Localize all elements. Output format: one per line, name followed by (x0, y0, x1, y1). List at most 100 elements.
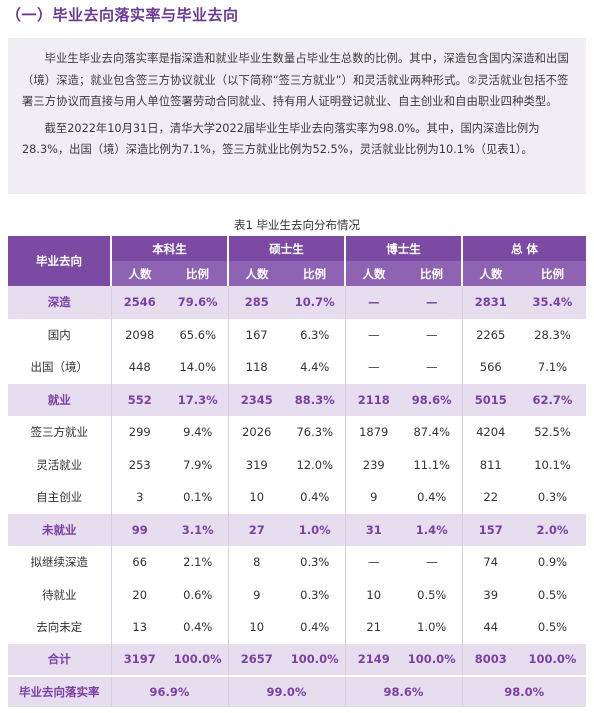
count-cell: 10 (227, 481, 285, 514)
ratio-cell: 4.4% (285, 351, 345, 384)
count-cell: 3197 (110, 643, 168, 676)
ratio-cell: 2.1% (168, 546, 228, 579)
count-cell: 9 (227, 578, 285, 611)
ratio-cell: 0.5% (519, 578, 587, 611)
ratio-cell: 0.3% (519, 481, 587, 514)
ratio-cell: 7.1% (519, 351, 587, 384)
ratio-cell: 11.1% (402, 448, 462, 481)
section-heading: （一）毕业去向落实率与毕业去向 (6, 6, 239, 24)
count-cell: — (344, 318, 402, 351)
sub-header-ratio: 比例 (519, 261, 587, 286)
ratio-cell: 76.3% (285, 416, 345, 449)
category-row: 深造 2546 79.6% 285 10.7% — —2831 35.4% (8, 286, 587, 319)
count-cell: 27 (227, 513, 285, 546)
count-cell: 566 (461, 351, 519, 384)
ratio-cell: 17.3% (168, 383, 228, 416)
table-row: 去向未定 13 0.4% 10 0.4% 21 1.0% 44 0.5% (8, 611, 587, 644)
ratio-cell: 3.1% (168, 513, 228, 546)
ratio-cell: 100.0% (519, 643, 587, 676)
sub-header-ratio: 比例 (285, 261, 345, 286)
ratio-cell: 87.4% (402, 416, 462, 449)
ratio-cell: 0.5% (402, 578, 462, 611)
sub-header-ratio: 比例 (168, 261, 228, 286)
ratio-cell: 1.4% (402, 513, 462, 546)
ratio-cell: 35.4% (519, 286, 587, 319)
table-row: 待就业 20 0.6% 9 0.3% 10 0.5% 39 0.5% (8, 578, 587, 611)
count-cell: 118 (227, 351, 285, 384)
count-cell: 39 (461, 578, 519, 611)
ratio-cell: — (402, 546, 462, 579)
count-cell: 21 (344, 611, 402, 644)
ratio-cell: 12.0% (285, 448, 345, 481)
ratio-cell: 10.7% (285, 286, 345, 319)
count-cell: 66 (110, 546, 168, 579)
count-cell: 552 (110, 383, 168, 416)
count-cell: 8 (227, 546, 285, 579)
count-cell: 99 (110, 513, 168, 546)
count-cell: 253 (110, 448, 168, 481)
ratio-cell: — (402, 351, 462, 384)
row-label: 深造 (8, 286, 111, 319)
count-cell: 1879 (344, 416, 402, 449)
sub-header-count: 人数 (344, 261, 402, 286)
ratio-cell: 0.4% (402, 481, 462, 514)
ratio-cell: 14.0% (168, 351, 228, 384)
count-cell: 3 (110, 481, 168, 514)
row-label: 未就业 (8, 513, 111, 546)
table-row: 签三方就业 299 9.4% 2026 76.3% 1879 87.4% 4204 52.5% (8, 416, 587, 449)
completion-rate-label: 毕业去向落实率 (8, 675, 111, 707)
count-cell: 2831 (461, 286, 519, 319)
ratio-cell: — (402, 286, 462, 319)
ratio-cell: 0.3% (285, 546, 345, 579)
ratio-cell: 0.5% (519, 611, 587, 644)
ratio-cell: 52.5% (519, 416, 587, 449)
count-cell: 448 (110, 351, 168, 384)
count-cell: 2098 (110, 318, 168, 351)
count-cell: 319 (227, 448, 285, 481)
intro-paragraph-definition: 毕业生毕业去向落实率是指深造和就业毕业生数量占毕业生总数的比例。其中，深造包含国… (22, 52, 569, 108)
row-label: 就业 (8, 383, 111, 416)
count-cell: 9 (344, 481, 402, 514)
category-row: 就业 552 17.3% 2345 88.3% 2118 98.6% 5015 62.7% (8, 383, 587, 416)
count-cell: — (344, 286, 402, 319)
ratio-cell: 6.3% (285, 318, 345, 351)
count-cell: 44 (461, 611, 519, 644)
ratio-cell: 79.6% (168, 286, 228, 319)
ratio-cell: 98.6% (402, 383, 462, 416)
count-cell: 2149 (344, 643, 402, 676)
count-cell: 10 (344, 578, 402, 611)
table-row: 出国（境） 448 14.0% 118 4.4% — —566 7.1% (8, 351, 587, 384)
row-label: 待就业 (8, 578, 111, 611)
row-label: 灵活就业 (8, 448, 111, 481)
group-header-overall: 总 体 (460, 236, 587, 261)
count-cell: 8003 (461, 643, 519, 676)
category-row: 未就业 99 3.1% 27 1.0% 31 1.4% 157 2.0% (8, 513, 587, 546)
total-row: 合计 3197 100.0% 2657 100.0% 2149 100.0% 8003 100.… (8, 643, 587, 676)
count-cell: 2345 (227, 383, 285, 416)
ratio-cell: 0.4% (285, 611, 345, 644)
ratio-cell: 7.9% (168, 448, 228, 481)
group-header-doctor: 博士生 (344, 236, 462, 261)
intro-paragraph-summary: 截至2022年10月31日，清华大学2022届毕业生毕业去向落实率为98.0%。… (22, 121, 540, 157)
ratio-cell: 0.9% (519, 546, 587, 579)
ratio-cell: 28.3% (519, 318, 587, 351)
row-label: 出国（境） (8, 351, 111, 384)
ratio-cell: 0.4% (168, 611, 228, 644)
intro-box: 毕业生毕业去向落实率是指深造和就业毕业生数量占毕业生总数的比例。其中，深造包含国… (8, 38, 586, 194)
sub-header-count: 人数 (110, 261, 168, 286)
ratio-cell: 9.4% (168, 416, 228, 449)
completion-rate-undergrad: 96.9% (110, 675, 228, 707)
completion-rate-row: 毕业去向落实率 96.9% 99.0% 98.6% 98.0% (8, 675, 587, 707)
count-cell: 2657 (227, 643, 285, 676)
table-row: 自主创业 3 0.1% 10 0.4% 9 0.4% 22 0.3% (8, 481, 587, 514)
count-cell: 5015 (461, 383, 519, 416)
count-cell: 13 (110, 611, 168, 644)
count-cell: — (344, 351, 402, 384)
row-label: 自主创业 (8, 481, 111, 514)
group-header-master: 硕士生 (227, 236, 345, 261)
ratio-cell: 100.0% (285, 643, 345, 676)
sub-header-ratio: 比例 (402, 261, 462, 286)
ratio-cell: 1.0% (402, 611, 462, 644)
corner-header: 毕业去向 (8, 236, 111, 286)
group-header-undergrad: 本科生 (110, 236, 228, 261)
